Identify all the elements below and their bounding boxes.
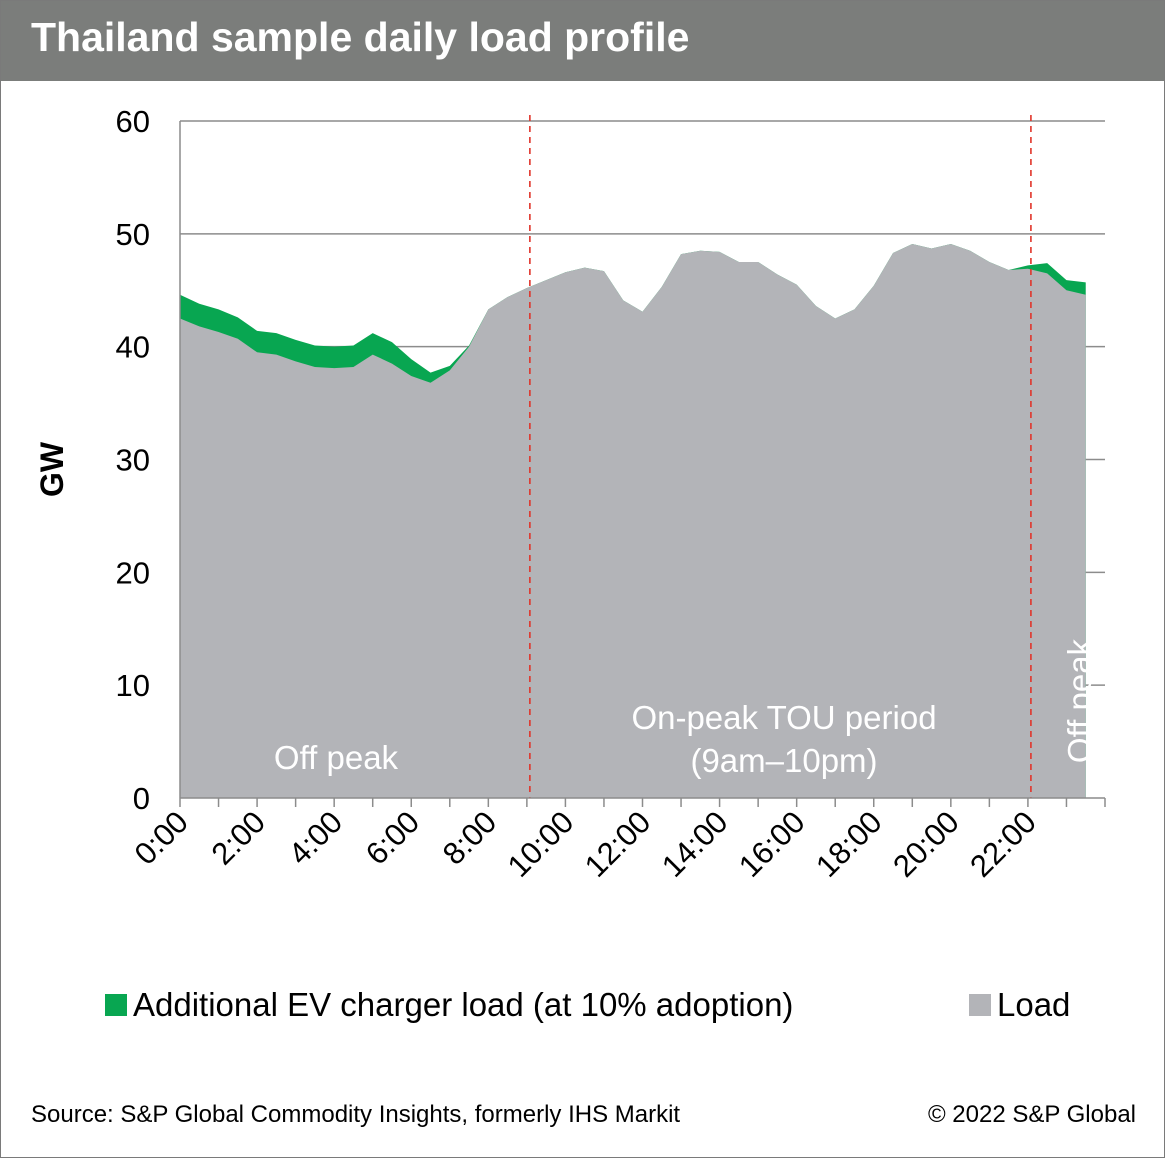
x-tick-label: 10:00 — [501, 804, 581, 884]
legend-item-load: Load — [969, 986, 1070, 1024]
x-tick-label: 12:00 — [578, 804, 658, 884]
legend-swatch-ev — [105, 994, 127, 1016]
y-tick-label: 0 — [133, 781, 150, 816]
chart-title: Thailand sample daily load profile — [31, 14, 690, 60]
x-tick-label: 16:00 — [732, 804, 812, 884]
x-tick-label: 20:00 — [886, 804, 966, 884]
legend-label-load: Load — [997, 986, 1071, 1023]
x-tick-label: 22:00 — [963, 804, 1043, 884]
x-tick-label: 4:00 — [282, 804, 349, 871]
y-tick-label: 20 — [116, 555, 150, 590]
off-peak-label-right: Off peak — [1061, 638, 1098, 763]
x-tick-label: 2:00 — [205, 804, 272, 871]
on-peak-label-line1: On-peak TOU period — [631, 699, 936, 736]
y-tick-label: 10 — [116, 668, 150, 703]
y-axis-title: GW — [34, 441, 70, 497]
area-series — [180, 243, 1086, 798]
y-tick-label: 30 — [116, 443, 150, 478]
on-peak-label-line2: (9am–10pm) — [690, 742, 877, 779]
y-tick-label: 50 — [116, 217, 150, 252]
area-load — [180, 243, 1086, 798]
legend: Additional EV charger load (at 10% adopt… — [105, 986, 1085, 1030]
legend-item-ev: Additional EV charger load (at 10% adopt… — [105, 986, 793, 1024]
title-bar: Thailand sample daily load profile — [1, 1, 1164, 81]
y-tick-label: 60 — [116, 104, 150, 139]
off-peak-label-left: Off peak — [274, 739, 399, 776]
y-tick-label: 40 — [116, 330, 150, 365]
x-tick-label: 8:00 — [436, 804, 503, 871]
copyright-note: © 2022 S&P Global — [927, 1101, 1136, 1128]
annotations: Off peak On-peak TOU period (9am–10pm) Off … — [274, 638, 1098, 779]
chart-plot: Off peak On-peak TOU period (9am–10pm) Off … — [34, 104, 1106, 884]
period-markers — [529, 115, 1032, 798]
x-tick-label: 6:00 — [359, 804, 426, 871]
legend-label-ev: Additional EV charger load (at 10% adopt… — [133, 986, 794, 1023]
x-tick-label: 14:00 — [655, 804, 735, 884]
source-note: Source: S&P Global Commodity Insights, f… — [31, 1101, 681, 1128]
x-tick-label: 18:00 — [809, 804, 889, 884]
legend-swatch-load — [969, 994, 991, 1016]
